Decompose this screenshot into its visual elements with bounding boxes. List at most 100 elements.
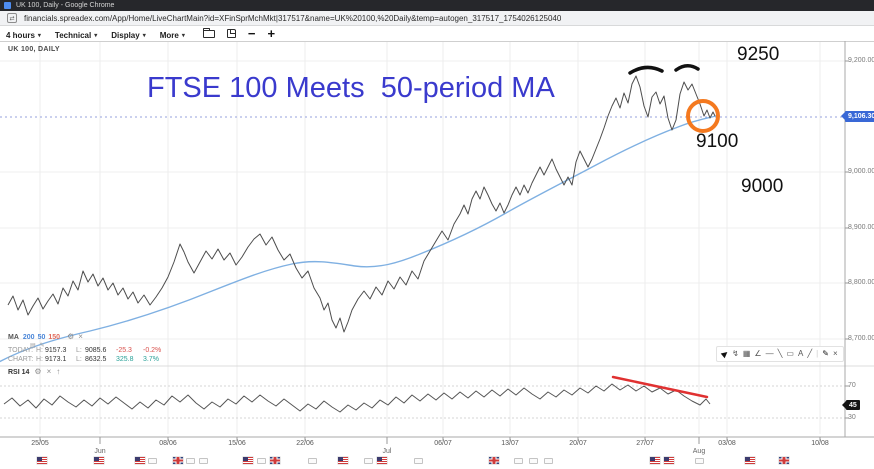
event-flag-us-icon[interactable] [745, 457, 755, 464]
rsi-value-tag: 45 [842, 400, 860, 410]
text-tool-icon[interactable]: A [797, 349, 804, 358]
rsi-settings-gear-icon[interactable]: ⚙ [34, 367, 42, 376]
today-high: 9157.3 [45, 347, 67, 354]
url-text[interactable]: financials.spreadex.com/App/Home/LiveCha… [24, 13, 562, 23]
event-flag-us-icon[interactable] [135, 457, 145, 464]
event-flag-placeholder-icon[interactable] [544, 458, 553, 464]
chevron-down-icon: ▾ [181, 32, 185, 39]
annotation-text[interactable]: 9250 [737, 44, 780, 65]
ma-period-value: 200 [22, 333, 35, 341]
price-axis-label: 8,900.00 [848, 224, 874, 231]
event-flag-us-icon[interactable] [37, 457, 47, 464]
x-axis-label: 15/06 [228, 440, 246, 447]
event-flag-placeholder-icon[interactable] [364, 458, 373, 464]
chevron-down-icon: ▾ [37, 32, 41, 39]
x-axis-label: Jun [94, 448, 106, 455]
event-flag-placeholder-icon[interactable] [514, 458, 523, 464]
x-axis-label: 03/08 [718, 440, 736, 447]
price-axis-label: 8,700.00 [848, 335, 874, 342]
address-bar[interactable]: ⇄ financials.spreadex.com/App/Home/LiveC… [0, 11, 874, 26]
event-flag-placeholder-icon[interactable] [257, 458, 266, 464]
event-flag-us-icon[interactable] [377, 457, 387, 464]
trendline-tool-icon[interactable]: ╲ [777, 349, 783, 358]
event-flag-placeholder-icon[interactable] [308, 458, 317, 464]
pencil-tool-icon[interactable]: ✎ [822, 349, 829, 358]
menu-more[interactable]: More ▾ [160, 31, 185, 40]
tab-search-icon[interactable]: ⇄ [7, 13, 17, 23]
event-flag-placeholder-icon[interactable] [695, 458, 704, 464]
event-flag-us-icon[interactable] [338, 457, 348, 464]
chrome-app-icon [4, 2, 11, 9]
event-flag-uk-icon[interactable] [779, 457, 789, 464]
chevron-down-icon: ▾ [94, 32, 98, 39]
menu-label: More [159, 30, 179, 40]
rsi-trendline[interactable] [611, 375, 709, 399]
chart-change: 325.8 [116, 356, 134, 363]
ray-tool-icon[interactable]: ╱ [807, 349, 813, 358]
low-label: L: [76, 347, 82, 354]
event-flag-placeholder-icon[interactable] [529, 458, 538, 464]
x-axis-label: Aug [692, 448, 706, 455]
menu-technical[interactable]: Technical ▾ [55, 31, 97, 40]
ma-period-value: 150 [48, 333, 61, 341]
event-flag-placeholder-icon[interactable] [148, 458, 157, 464]
high-label: H: [36, 347, 43, 354]
horizontal-line-tool-icon[interactable]: — [765, 349, 774, 358]
event-flag-us-icon[interactable] [664, 457, 674, 464]
window-title: UK 100, Daily - Google Chrome [16, 2, 115, 9]
rectangle-tool-icon[interactable]: ▭ [786, 349, 794, 358]
open-folder-icon[interactable] [202, 27, 215, 38]
price-line [7, 75, 716, 333]
save-icon[interactable] [226, 29, 236, 38]
x-axis-label: 06/07 [434, 440, 452, 447]
event-flag-us-icon[interactable] [650, 457, 660, 464]
rsi-remove-icon[interactable]: × [46, 367, 52, 376]
window-titlebar: UK 100, Daily - Google Chrome [0, 0, 874, 11]
event-flag-uk-icon[interactable] [173, 457, 183, 464]
arc-annotation-right[interactable] [674, 64, 700, 72]
rsi-label: RSI 14 [8, 368, 30, 376]
cursor-tool-icon[interactable]: ▶ [719, 348, 731, 360]
price-axis-label: 9,000.00 [848, 168, 874, 175]
rsi-axis-label: 70 [848, 382, 856, 389]
event-flag-placeholder-icon[interactable] [414, 458, 423, 464]
x-axis-label: Jul [382, 448, 392, 455]
event-flag-uk-icon[interactable] [489, 457, 499, 464]
chart-high: 9173.1 [45, 356, 67, 363]
ma-settings-gear-icon[interactable]: ⚙ [67, 332, 75, 341]
fib-grid-tool-icon[interactable]: ▦ [742, 349, 751, 358]
event-flag-placeholder-icon[interactable] [199, 458, 208, 464]
chevron-down-icon: ▾ [142, 32, 146, 39]
chart-stats: TODAY: H: 9157.3 L: 9085.6 -25.3 -0.2% C… [8, 346, 161, 364]
event-flag-us-icon[interactable] [94, 457, 104, 464]
menu-4-hours[interactable]: 4 hours ▾ [6, 31, 41, 40]
menu-display[interactable]: Display ▾ [111, 31, 145, 40]
ma-periods: 200 50 150 [23, 334, 63, 341]
toolbar-separator: | [816, 349, 819, 358]
zoom-out-button[interactable]: − [247, 26, 256, 41]
annotation-text[interactable]: 9000 [741, 176, 784, 197]
delete-drawing-icon[interactable]: × [832, 349, 838, 358]
ma-remove-icon[interactable]: × [78, 332, 83, 341]
x-axis-label: 22/06 [296, 440, 314, 447]
circle-annotation[interactable] [686, 99, 720, 133]
drawing-tools-bar: ▶ ↯ ▦ ∠ — ╲ ▭ A ╱ | ✎ × [716, 346, 844, 362]
event-flag-us-icon[interactable] [243, 457, 253, 464]
today-change: -25.3 [116, 347, 132, 354]
annotation-text[interactable]: 9100 [696, 131, 739, 152]
menu-label: Technical [54, 30, 92, 40]
fan-lines-tool-icon[interactable]: ∠ [754, 349, 762, 358]
instrument-label: UK 100, DAILY [8, 46, 60, 53]
ma-line [0, 115, 717, 363]
event-flag-uk-icon[interactable] [270, 457, 280, 464]
x-axis-label: 13/07 [501, 440, 519, 447]
today-stats-row: TODAY: H: 9157.3 L: 9085.6 -25.3 -0.2% [8, 346, 161, 355]
event-flag-placeholder-icon[interactable] [186, 458, 195, 464]
polyline-tool-icon[interactable]: ↯ [732, 349, 739, 358]
low-label: L: [76, 356, 82, 363]
zoom-in-button[interactable]: + [267, 26, 276, 41]
arc-annotation-left[interactable] [628, 65, 664, 75]
rsi-collapse-arrow-icon[interactable]: ↑ [56, 367, 61, 376]
